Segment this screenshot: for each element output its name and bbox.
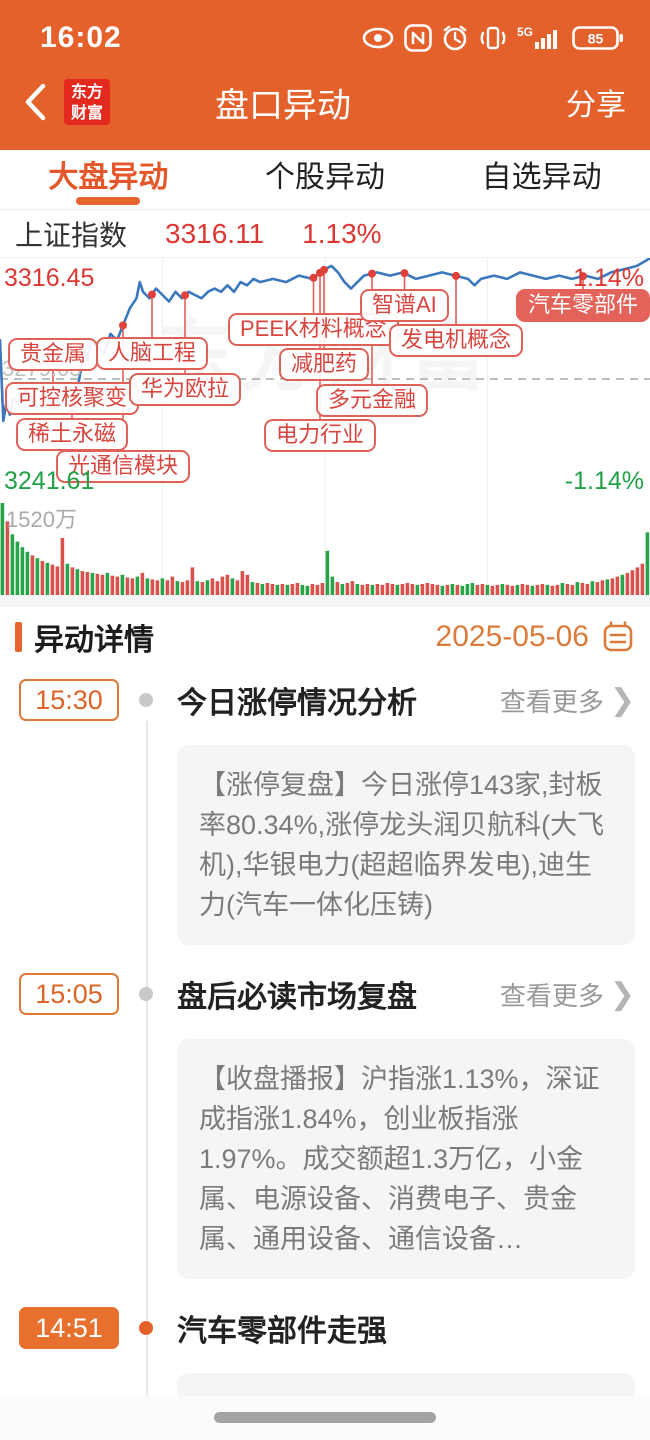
- chart-high-label: 3316.45: [4, 264, 95, 292]
- eastmoney-logo[interactable]: 东方 财富: [64, 79, 110, 125]
- chart-high-pct: 1.14%: [573, 264, 644, 292]
- back-chevron-icon: [25, 83, 46, 121]
- battery-icon: 85: [572, 26, 623, 50]
- item-header: 汽车零部件走强: [177, 1305, 635, 1351]
- event-label-12[interactable]: 发电机概念: [389, 324, 524, 357]
- section-title: 异动详情: [34, 624, 154, 657]
- volume-bars-svg: [0, 500, 650, 595]
- chevron-right-icon: ❯: [609, 977, 635, 1011]
- timeline-item: 15:05 盘后必读市场复盘 查看更多 ❯ 【收盘播报】沪指涨1.13%，深证成指…: [0, 971, 650, 1279]
- chevron-right-icon: ❯: [609, 683, 635, 717]
- see-more-link[interactable]: 查看更多 ❯: [499, 683, 635, 717]
- item-title: 汽车零部件走强: [177, 1315, 387, 1348]
- item-header: 今日涨停情况分析 查看更多 ❯: [177, 677, 635, 723]
- status-icons: 5G 85: [361, 24, 624, 52]
- event-label-9[interactable]: 多元金融: [316, 384, 429, 417]
- tab-market-movements[interactable]: 大盘异动: [0, 150, 217, 209]
- details-section-header: 异动详情 2025-05-06: [0, 611, 650, 663]
- status-time: 16:02: [40, 21, 122, 54]
- time-badge: 15:30: [19, 679, 119, 721]
- eye-icon: [362, 27, 394, 49]
- volume-chart: 1520万: [0, 500, 650, 595]
- see-more-link[interactable]: 查看更多 ❯: [499, 977, 635, 1011]
- signal-5g-icon: 5G: [517, 25, 557, 49]
- item-title: 今日涨停情况分析: [177, 687, 417, 720]
- chart-low-pct: -1.14%: [564, 467, 644, 495]
- event-labels-layer: 贵金属 人脑工程 可控核聚变 华为欧拉 稀土永磁 光通信模块 PEEK材料概念 减肥药 多元金融…: [0, 258, 650, 500]
- tab-bar: 大盘异动 个股异动 自选异动: [0, 150, 650, 210]
- gesture-bar-area: [0, 1396, 650, 1440]
- active-tab-underline: [76, 197, 141, 205]
- event-label-5[interactable]: 稀土永磁: [16, 418, 129, 451]
- timeline-dot: [139, 987, 153, 1001]
- status-bar: 16:02 5G 85: [0, 0, 650, 62]
- app-header: 东方 财富 盘口异动 分享: [0, 62, 650, 142]
- item-header: 盘后必读市场复盘 查看更多 ❯: [177, 971, 635, 1017]
- movement-timeline: 15:30 今日涨停情况分析 查看更多 ❯ 【涨停复盘】今日涨停143家,封板率8…: [0, 663, 650, 1440]
- tab-stock-movements[interactable]: 个股异动: [265, 161, 385, 194]
- index-summary-row[interactable]: 上证指数 3316.11 1.13%: [0, 210, 650, 258]
- time-badge-highlighted: 14:51: [19, 1307, 119, 1349]
- timeline-dot: [139, 693, 153, 707]
- share-button[interactable]: 分享: [566, 89, 626, 122]
- calendar-icon[interactable]: [601, 620, 635, 654]
- event-label-6[interactable]: 光通信模块: [56, 450, 191, 483]
- timeline-line: [146, 721, 148, 1440]
- svg-text:5G: 5G: [517, 25, 533, 39]
- section-accent-bar: [15, 622, 22, 652]
- date-value[interactable]: 2025-05-06: [435, 620, 589, 653]
- event-label-11[interactable]: 智谱AI: [360, 289, 449, 322]
- index-name: 上证指数: [15, 219, 128, 251]
- timeline-item: 15:30 今日涨停情况分析 查看更多 ❯ 【涨停复盘】今日涨停143家,封板率8…: [0, 677, 650, 945]
- tab-watchlist-movements[interactable]: 自选异动: [481, 161, 602, 194]
- event-label-3[interactable]: 可控核聚变: [5, 382, 140, 415]
- svg-text:85: 85: [588, 31, 604, 47]
- home-indicator[interactable]: [214, 1412, 436, 1423]
- back-button[interactable]: [24, 83, 64, 121]
- chart-low-label: 3241.61: [4, 467, 95, 495]
- event-label-8[interactable]: 减肥药: [279, 348, 370, 381]
- page-title: 盘口异动: [215, 86, 351, 125]
- item-content[interactable]: 【涨停复盘】今日涨停143家,封板率80.34%,涨停龙头润贝航科(大飞机),华…: [177, 745, 635, 945]
- index-change-pct: 1.13%: [302, 217, 382, 249]
- event-label-4[interactable]: 华为欧拉: [129, 373, 242, 406]
- index-value: 3316.11: [165, 217, 265, 249]
- event-label-13[interactable]: 汽车零部件: [516, 289, 650, 322]
- event-label-10[interactable]: 电力行业: [264, 419, 377, 452]
- timeline-dot-active: [139, 1321, 153, 1335]
- app-top-bar: 16:02 5G 85 东方 财富 盘口异动 分享: [0, 0, 650, 150]
- event-label-1[interactable]: 贵金属: [8, 338, 99, 371]
- section-separator: [0, 595, 650, 607]
- item-title: 盘后必读市场复盘: [177, 981, 417, 1014]
- vibrate-icon: [480, 26, 506, 50]
- alarm-icon: [443, 25, 467, 51]
- nfc-icon: [404, 24, 432, 52]
- event-label-2[interactable]: 人脑工程: [96, 337, 209, 370]
- item-content[interactable]: 【收盘播报】沪指涨1.13%，深证成指涨1.84%，创业板指涨1.97%。成交额…: [177, 1039, 635, 1279]
- volume-peak-label: 1520万: [6, 507, 77, 532]
- time-badge: 15:05: [19, 973, 119, 1015]
